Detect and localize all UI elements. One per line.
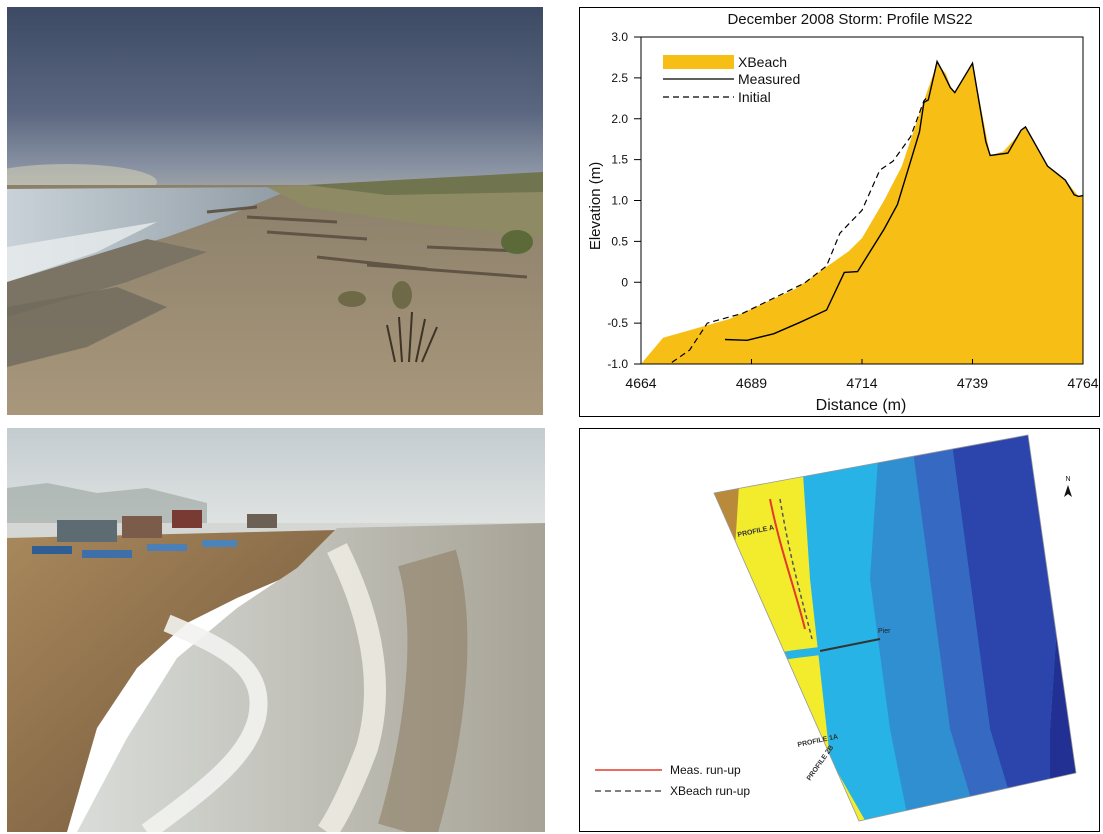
y-axis-ticks: -1.0 -0.5 0 0.5 1.0 1.5 2.0 2.5 3.0 xyxy=(607,30,641,371)
series-initial-line xyxy=(671,95,929,363)
chart-legend: XBeach Measured Initial xyxy=(663,54,800,105)
bathymetry-map xyxy=(714,435,1076,821)
legend-label-meas-runup: Meas. run-up xyxy=(670,763,741,777)
chart-title: December 2008 Storm: Profile MS22 xyxy=(727,11,972,28)
y-tick-label: 1.0 xyxy=(611,194,628,208)
map-label-pier: Pier xyxy=(878,628,891,635)
y-tick-label: -1.0 xyxy=(607,357,628,371)
series-measured-line xyxy=(724,59,1084,342)
y-tick-label: 0 xyxy=(621,275,628,289)
legend-swatch-xbeach xyxy=(663,55,734,69)
legend-label-xbeach: XBeach xyxy=(738,54,787,70)
north-arrow-icon: N xyxy=(1064,476,1072,497)
y-tick-label: 3.0 xyxy=(611,30,628,44)
map-label-profile-2b: PROFILE 2B xyxy=(806,744,835,782)
y-tick-label: 2.0 xyxy=(611,112,628,126)
x-tick-label: 4664 xyxy=(625,375,656,391)
x-tick-label: 4739 xyxy=(957,375,988,391)
y-tick-label: 2.5 xyxy=(611,71,628,85)
profile-chart: December 2008 Storm: Profile MS22 4664 46… xyxy=(587,11,1099,414)
x-axis-label: Distance (m) xyxy=(816,397,907,414)
x-tick-label: 4714 xyxy=(846,375,877,391)
series-xbeach-area xyxy=(641,63,1083,364)
legend-label-measured: Measured xyxy=(738,71,800,87)
y-tick-label: 1.5 xyxy=(611,153,628,167)
y-axis-label: Elevation (m) xyxy=(587,162,604,250)
legend-label-xbeach-runup: XBeach run-up xyxy=(670,784,750,798)
plot-area xyxy=(640,36,1084,365)
photo-storm-beach-driftwood xyxy=(7,7,543,415)
profile-chart-panel: December 2008 Storm: Profile MS22 4664 46… xyxy=(579,7,1100,417)
svg-text:N: N xyxy=(1065,476,1070,483)
runup-map-panel: PROFILE A Pier PROFILE 1A PROFILE 2B N M… xyxy=(579,428,1100,832)
runup-map: PROFILE A Pier PROFILE 1A PROFILE 2B N M… xyxy=(595,434,1077,822)
legend-label-initial: Initial xyxy=(738,89,771,105)
x-tick-label: 4689 xyxy=(736,375,767,391)
photo-surf-beach xyxy=(7,428,545,832)
y-tick-label: -0.5 xyxy=(607,316,628,330)
x-axis-ticks: 4664 4689 4714 4739 4764 xyxy=(625,359,1099,391)
y-tick-label: 0.5 xyxy=(611,234,628,248)
map-legend: Meas. run-up XBeach run-up xyxy=(595,763,750,798)
x-tick-label: 4764 xyxy=(1067,375,1098,391)
